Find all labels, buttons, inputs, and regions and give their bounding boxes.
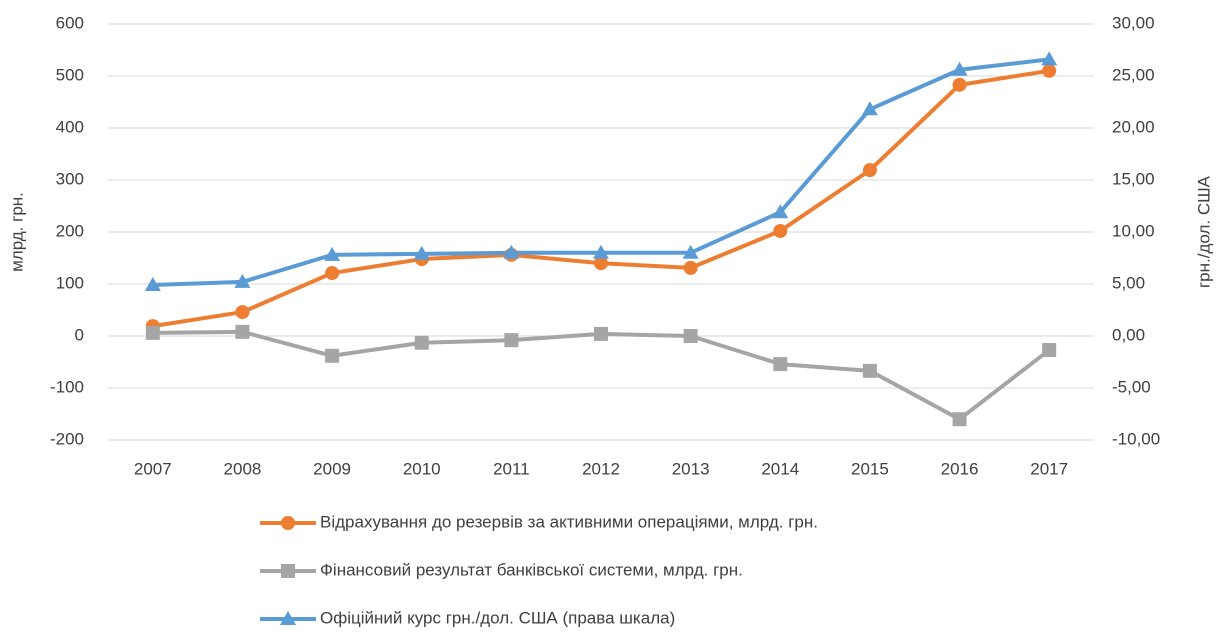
marker bbox=[325, 266, 340, 281]
marker bbox=[145, 325, 160, 340]
marker bbox=[234, 273, 251, 288]
marker bbox=[503, 244, 520, 259]
y-tick-label: 100 bbox=[56, 273, 84, 292]
marker bbox=[952, 412, 967, 427]
x-tick-label: 2013 bbox=[672, 459, 710, 478]
y2-tick-label: 25,00 bbox=[1112, 65, 1155, 84]
marker bbox=[413, 245, 430, 260]
x-tick-label: 2008 bbox=[224, 459, 262, 478]
marker bbox=[773, 357, 788, 372]
y2-tick-label: 10,00 bbox=[1112, 221, 1155, 240]
marker bbox=[1042, 343, 1057, 358]
marker bbox=[594, 326, 608, 341]
marker bbox=[325, 348, 340, 363]
marker bbox=[281, 564, 295, 578]
marker bbox=[593, 244, 609, 259]
x-tick-label: 2015 bbox=[851, 459, 889, 478]
marker bbox=[235, 324, 250, 339]
y2-tick-label: 20,00 bbox=[1112, 117, 1155, 136]
marker bbox=[504, 333, 519, 348]
x-tick-label: 2016 bbox=[941, 459, 979, 478]
marker bbox=[1042, 63, 1057, 78]
x-tick-label: 2017 bbox=[1030, 459, 1068, 478]
marker bbox=[773, 223, 788, 238]
marker bbox=[861, 101, 878, 116]
marker bbox=[862, 363, 877, 378]
marker bbox=[1041, 51, 1058, 66]
y-tick-label: -200 bbox=[50, 429, 84, 448]
x-tick-label: 2010 bbox=[403, 459, 441, 478]
marker bbox=[952, 77, 967, 92]
y-axis-label: млрд. грн. bbox=[7, 192, 26, 272]
marker bbox=[951, 61, 968, 76]
y2-tick-label: 0,00 bbox=[1112, 325, 1145, 344]
x-tick-label: 2007 bbox=[134, 459, 172, 478]
y2-tick-label: 5,00 bbox=[1112, 273, 1145, 292]
marker bbox=[414, 335, 429, 350]
y2-tick-label: -5,00 bbox=[1112, 377, 1151, 396]
x-tick-label: 2009 bbox=[313, 459, 351, 478]
marker bbox=[862, 163, 877, 178]
y2-tick-label: 15,00 bbox=[1112, 169, 1155, 188]
marker bbox=[682, 244, 699, 259]
legend-label: Офіційний курс грн./дол. США (права шкал… bbox=[320, 608, 675, 627]
y-tick-label: 400 bbox=[56, 117, 84, 136]
x-tick-label: 2011 bbox=[493, 459, 530, 478]
marker bbox=[324, 246, 341, 261]
series-line bbox=[152, 68, 1050, 329]
y2-tick-label: -10,00 bbox=[1112, 429, 1160, 448]
marker bbox=[235, 305, 250, 320]
marker bbox=[683, 329, 698, 343]
y-tick-label: 500 bbox=[56, 65, 84, 84]
marker bbox=[144, 277, 161, 292]
y-tick-label: 600 bbox=[56, 13, 84, 32]
x-tick-label: 2012 bbox=[582, 459, 620, 478]
legend-label: Відрахування до резервів за активними оп… bbox=[320, 512, 818, 531]
y-tick-label: -100 bbox=[50, 377, 84, 396]
marker bbox=[772, 204, 789, 219]
y2-axis-label: грн./дол. США bbox=[1194, 175, 1213, 288]
y-tick-label: 200 bbox=[56, 221, 84, 240]
y2-tick-label: 30,00 bbox=[1112, 13, 1155, 32]
marker bbox=[280, 611, 296, 625]
marker bbox=[683, 260, 698, 275]
x-tick-label: 2014 bbox=[761, 459, 799, 478]
series-line bbox=[152, 329, 1051, 422]
y-tick-label: 0 bbox=[75, 325, 84, 344]
marker bbox=[281, 516, 295, 530]
legend-label: Фінансовий результат банківської системи… bbox=[320, 560, 743, 579]
marker bbox=[594, 256, 608, 271]
y-tick-label: 300 bbox=[56, 169, 84, 188]
